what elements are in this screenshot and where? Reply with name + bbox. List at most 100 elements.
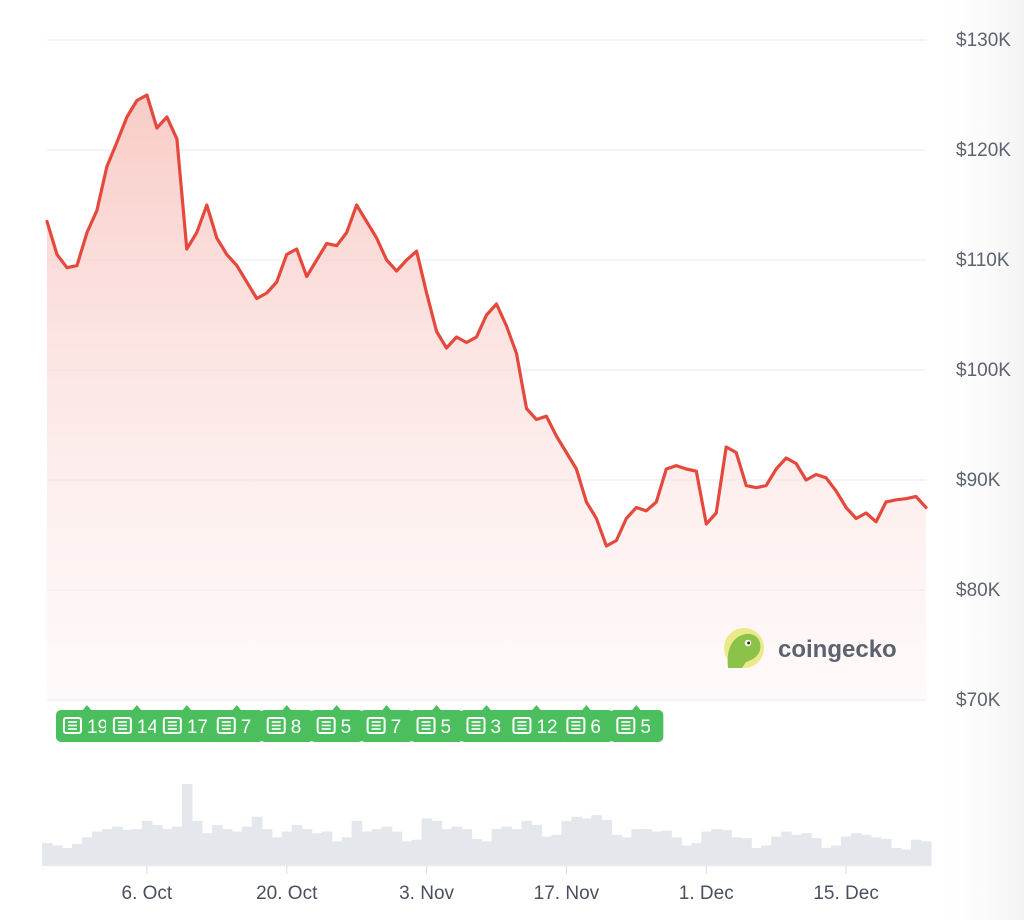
volume-bar: [401, 841, 413, 866]
news-badge[interactable]: 12: [505, 705, 568, 742]
volume-bar: [901, 849, 912, 866]
volume-bar: [301, 829, 313, 866]
x-axis: 6. Oct 20. Oct 3. Nov 17. Nov 1. Dec 15. Dec: [122, 866, 879, 904]
price-series: [45, 93, 928, 700]
news-count: 12: [536, 717, 557, 738]
news-badge[interactable]: 19: [55, 705, 118, 742]
y-tick-label: $80K: [956, 580, 1001, 601]
news-count: 5: [640, 717, 651, 738]
volume-bar: [361, 831, 373, 866]
volume-bar: [42, 843, 53, 866]
newspaper-icon-frame: [112, 717, 132, 734]
news-badge[interactable]: 6: [559, 705, 614, 742]
news-count: 8: [291, 717, 302, 738]
volume-bar: [161, 829, 173, 866]
newspaper-icon-frame: [466, 717, 486, 734]
volume-bar: [181, 784, 193, 866]
newspaper-icon: [112, 717, 132, 734]
volume-bar: [651, 831, 662, 866]
volume-bar: [771, 836, 782, 866]
volume-bar: [831, 845, 842, 866]
y-tick-label: $110K: [956, 250, 1010, 271]
volume-bar: [731, 837, 742, 866]
volume-bar: [761, 845, 772, 866]
newspaper-icon-frame: [512, 717, 532, 734]
watermark-text: coingecko: [778, 636, 897, 663]
volume-bar: [541, 836, 553, 866]
volume-bar: [741, 838, 752, 866]
volume-bar: [521, 820, 533, 866]
news-badge-pointer: [281, 705, 292, 711]
volume-bar: [51, 845, 63, 866]
volume-bar: [341, 837, 353, 866]
volume-bar: [751, 847, 762, 866]
volume-bar: [591, 815, 602, 866]
news-badge-pointer: [581, 705, 592, 711]
news-badge[interactable]: 5: [409, 705, 464, 742]
volume-bar: [121, 829, 133, 866]
volume-bar: [91, 831, 103, 866]
y-axis: $130K $120K $110K $100K $90K $80K $70K: [956, 30, 1011, 711]
y-tick-label: $100K: [956, 360, 1011, 381]
news-badge-pointer: [181, 705, 192, 711]
y-tick-label: $130K: [956, 30, 1011, 51]
news-badge[interactable]: 14: [105, 705, 168, 742]
newspaper-icon-frame: [566, 717, 586, 734]
volume-bars: [42, 784, 932, 867]
news-badge-pointer: [431, 705, 442, 711]
news-count: 7: [241, 717, 252, 738]
newspaper-icon-frame: [62, 717, 82, 734]
news-badge[interactable]: 7: [209, 705, 264, 742]
y-tick-label: $70K: [956, 690, 1001, 711]
volume-bar: [171, 826, 183, 866]
volume-bar: [71, 843, 83, 866]
volume-bar: [891, 847, 902, 866]
volume-bar: [281, 831, 293, 866]
newspaper-icon-frame: [616, 717, 636, 734]
newspaper-icon: [512, 717, 532, 734]
newspaper-icon-frame: [366, 717, 386, 734]
news-badge[interactable]: 17: [155, 705, 218, 742]
volume-bar: [481, 841, 493, 866]
news-badge[interactable]: 7: [359, 705, 414, 742]
news-badge[interactable]: 5: [609, 705, 664, 742]
newspaper-icon: [62, 717, 82, 734]
news-count: 17: [187, 717, 208, 738]
news-badge-pointer: [631, 705, 642, 711]
news-badge[interactable]: 5: [309, 705, 364, 742]
volume-bar: [871, 837, 882, 866]
volume-bar: [531, 825, 543, 866]
coingecko-watermark: coingecko: [724, 628, 897, 668]
x-tick-label: 6. Oct: [122, 883, 173, 904]
volume-bar: [211, 825, 223, 866]
volume-bar: [621, 837, 632, 866]
volume-bar: [611, 834, 622, 866]
news-count: 6: [590, 717, 601, 738]
volume-bar: [711, 829, 722, 866]
volume-bar: [311, 833, 323, 866]
volume-bar: [461, 829, 473, 866]
volume-bar: [221, 829, 233, 866]
volume-bar: [881, 838, 892, 866]
volume-bar: [631, 829, 642, 866]
news-badge-pointer: [481, 705, 492, 711]
news-badge[interactable]: 3: [459, 705, 514, 742]
volume-bar: [261, 829, 273, 866]
newspaper-icon: [316, 717, 336, 734]
volume-bar: [721, 829, 732, 866]
volume-bar: [661, 830, 672, 866]
volume-bar: [841, 836, 852, 866]
volume-bar: [81, 837, 93, 866]
volume-bar: [441, 829, 453, 866]
volume-bar: [511, 829, 523, 866]
price-area: [47, 95, 926, 700]
volume-bar: [101, 829, 113, 866]
volume-bar: [921, 841, 932, 866]
volume-bar: [911, 839, 922, 866]
newspaper-icon-frame: [316, 717, 336, 734]
newspaper-icon: [566, 717, 586, 734]
news-badge[interactable]: 8: [259, 705, 314, 742]
newspaper-icon-frame: [416, 717, 436, 734]
volume-bar: [151, 825, 163, 866]
